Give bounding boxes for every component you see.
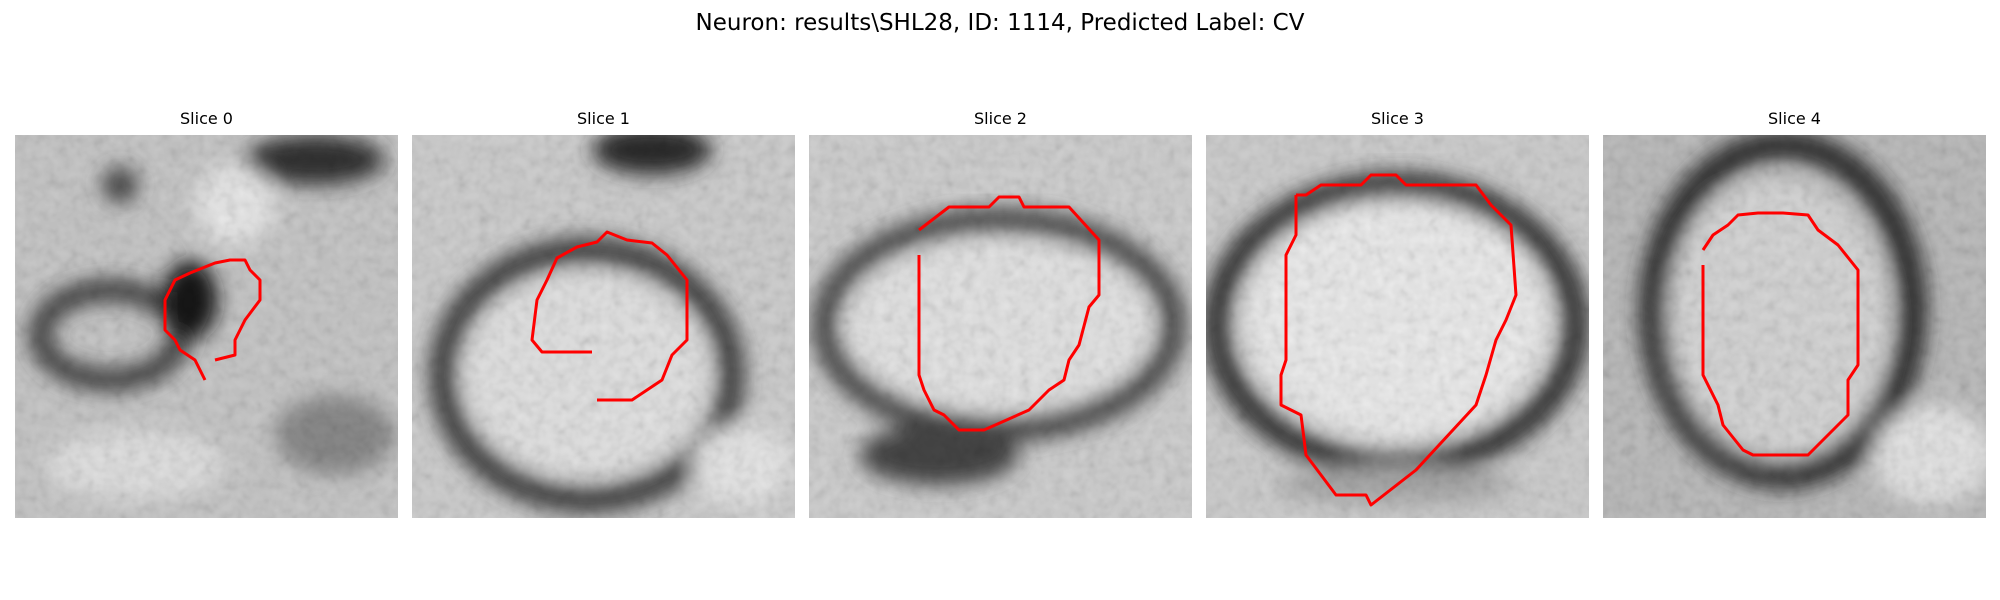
slice-title: Slice 2 bbox=[974, 109, 1027, 128]
slice-image bbox=[1206, 135, 1589, 518]
prediction-outline bbox=[1279, 173, 1518, 507]
slice-title: Slice 4 bbox=[1768, 109, 1821, 128]
prediction-outline bbox=[163, 258, 262, 381]
slice-image bbox=[412, 135, 795, 518]
prediction-outline bbox=[917, 195, 1101, 432]
slice-image bbox=[809, 135, 1192, 518]
slice-title: Slice 1 bbox=[577, 109, 630, 128]
figure-title: Neuron: results\SHL28, ID: 1114, Predict… bbox=[695, 10, 1305, 36]
slice-image bbox=[1603, 135, 1986, 518]
slice-title: Slice 0 bbox=[180, 109, 233, 128]
slice-image bbox=[15, 135, 398, 518]
prediction-outline bbox=[1701, 211, 1860, 457]
slice-title: Slice 3 bbox=[1371, 109, 1424, 128]
prediction-outline bbox=[530, 230, 689, 402]
